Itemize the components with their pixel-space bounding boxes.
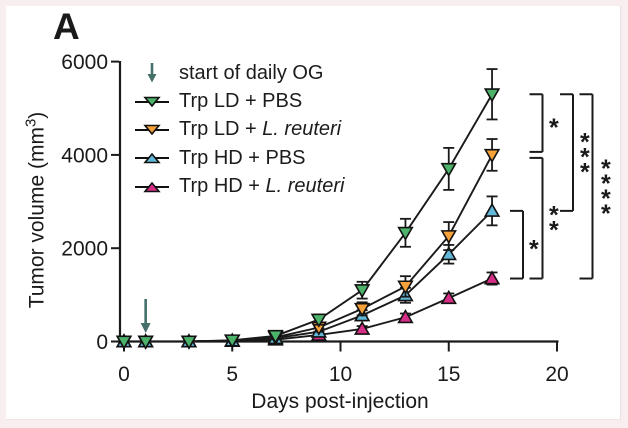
triangle-down-marker-icon [135, 124, 169, 136]
series-marker-trp-ld-pbs [310, 313, 328, 328]
significance-stars: * [549, 217, 559, 245]
triangle-up-marker-icon [135, 153, 169, 164]
x-axis-label: Days post-injection [251, 390, 429, 413]
series-marker-trp-ld-pbs [483, 88, 501, 103]
series-marker-trp-ld-pbs [180, 335, 198, 350]
series-line-trp-ld-pbs [124, 93, 493, 343]
series-marker-trp-ld-pbs [267, 329, 284, 345]
series-marker-trp-hd-l-reuteri [353, 320, 371, 335]
series-marker-trp-ld-l-reuteri [440, 230, 457, 245]
significance-stars: * [549, 202, 559, 230]
series-marker-trp-hd-pbs [483, 202, 501, 217]
series-marker-trp-ld-l-reuteri [353, 302, 371, 318]
series-line-trp-hd-l-reuteri [124, 277, 493, 343]
series-marker-trp-ld-pbs [115, 335, 133, 350]
start-arrow-icon [147, 63, 157, 83]
y-tick-label: 2000 [61, 238, 108, 261]
legend-item-trp-ld-pbs: Trp LD + PBS [134, 87, 344, 115]
significance-stars: * [549, 114, 559, 142]
significance-stars: * [580, 159, 590, 187]
chart-legend: start of daily OG Trp LD + PBS Trp LD + … [134, 59, 344, 201]
legend-label: Trp HD + L. reuteri [179, 175, 345, 198]
series-marker-trp-ld-pbs [397, 226, 414, 242]
legend-label: Trp LD + PBS [179, 90, 303, 113]
legend-item-trp-hd-l-reuteri: Trp HD + L. reuteri [134, 173, 344, 201]
legend-label: Trp LD + L. reuteri [179, 118, 342, 141]
significance-stars: * [580, 129, 590, 157]
series-marker-trp-ld-pbs [137, 335, 154, 350]
x-tick-label: 0 [118, 363, 130, 386]
x-tick-label: 20 [545, 363, 568, 386]
significance-stars: * [601, 170, 611, 198]
series-marker-trp-ld-l-reuteri [397, 280, 414, 295]
y-tick-label: 4000 [61, 144, 108, 167]
y-tick-label: 0 [96, 331, 108, 354]
y-tick-label: 6000 [61, 51, 108, 74]
legend-label: Trp HD + PBS [179, 146, 306, 169]
x-tick-label: 10 [329, 363, 352, 386]
series-marker-trp-hd-l-reuteri [440, 289, 457, 305]
significance-stars: * [601, 200, 611, 228]
series-marker-trp-ld-l-reuteri [483, 148, 501, 164]
legend-item-trp-hd-pbs: Trp HD + PBS [134, 144, 344, 172]
legend-item-trp-ld-l-reuteri: Trp LD + L. reuteri [134, 116, 344, 144]
series-marker-trp-ld-pbs [440, 162, 457, 178]
legend-item-start-of-daily-og: start of daily OG [134, 59, 344, 87]
panel-label: A [53, 6, 80, 47]
legend-label: start of daily OG [179, 61, 324, 84]
series-marker-trp-hd-l-reuteri [483, 270, 501, 285]
series-marker-trp-ld-pbs [353, 284, 371, 299]
series-line-trp-hd-pbs [124, 210, 493, 343]
significance-stars: * [580, 144, 590, 172]
figure-canvas [6, 6, 621, 420]
series-marker-trp-hd-pbs [440, 246, 457, 261]
triangle-down-marker-icon [135, 96, 169, 107]
x-tick-label: 15 [437, 363, 460, 386]
significance-stars: * [601, 185, 611, 213]
x-tick-label: 5 [226, 363, 238, 386]
series-marker-trp-ld-pbs [224, 334, 241, 349]
significance-stars: * [601, 155, 611, 183]
series-marker-trp-hd-l-reuteri [397, 309, 414, 324]
triangle-up-marker-icon [135, 181, 169, 193]
og-start-arrow-head-icon [140, 323, 151, 333]
significance-stars: * [529, 236, 539, 264]
y-axis-label: Tumor volume (mm3) [22, 111, 49, 309]
